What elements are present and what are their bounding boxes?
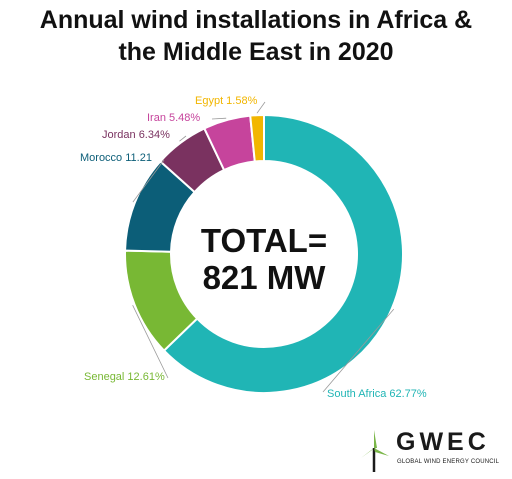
chart-title: Annual wind installations in Africa & th…	[0, 4, 512, 68]
slices-group	[124, 113, 404, 394]
chart-title-line-2: the Middle East in 2020	[118, 38, 394, 66]
slice-labels-group: South Africa 62.77% Senegal 12.61% Morocco…	[80, 95, 427, 400]
leader-line-morocco	[132, 159, 165, 203]
slice-south-africa	[162, 113, 404, 394]
center-label-line-1: TOTAL=	[201, 222, 327, 259]
gwec-logo: GWEC GLOBAL WIND ENERGY COUNCIL	[356, 426, 506, 476]
slice-label-jordan: Jordan 6.34%	[102, 129, 170, 141]
chart-title-line-1: Annual wind installations in Africa &	[39, 6, 473, 34]
leader-line-south-africa	[322, 308, 395, 393]
slice-label-morocco: Morocco 11.21	[80, 152, 152, 164]
leader-lines-group	[132, 101, 395, 393]
leader-line-jordan	[179, 135, 187, 142]
slice-label-senegal: Senegal 12.61%	[84, 371, 165, 383]
leader-line-egypt	[256, 101, 266, 114]
slice-label-south-africa: South Africa 62.77%	[327, 388, 427, 400]
slice-egypt	[249, 113, 265, 163]
center-label-line-2: 821 MW	[203, 259, 327, 296]
slice-label-iran: Iran 5.48%	[147, 112, 200, 124]
leader-line-iran	[211, 117, 227, 120]
logo-tagline: GLOBAL WIND ENERGY COUNCIL	[397, 459, 500, 465]
wind-turbine-icon	[361, 430, 389, 472]
leader-line-senegal	[132, 305, 169, 379]
slice-label-egypt: Egypt 1.58%	[195, 95, 258, 107]
logo-wordmark: GWEC	[396, 428, 490, 456]
